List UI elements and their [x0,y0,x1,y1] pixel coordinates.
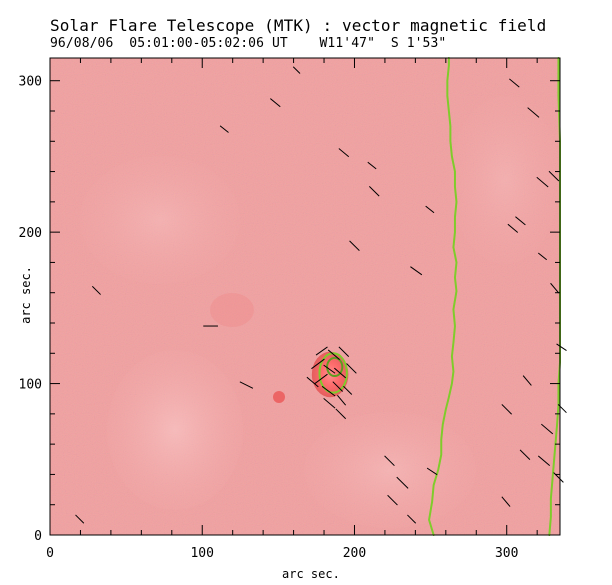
field-vector [367,161,377,170]
bright-region-right [450,96,560,264]
field-vector [338,148,350,158]
x-tick-label: 200 [343,546,366,561]
chart-subtitle: 96/08/06 05:01:00-05:02:06 UT W11'47" S … [50,36,447,51]
bright-region-upper-left [80,156,240,284]
field-vector [219,125,229,133]
field-vector [327,349,340,361]
field-vector [527,107,540,118]
field-vector [509,78,520,88]
bright-region-left [107,350,243,510]
field-vector [501,404,512,415]
field-vector [75,514,85,524]
y-axis-label: arc sec. [18,266,33,324]
y-tick-label: 300 [19,75,42,90]
field-vector [368,186,380,197]
x-tick-label: 300 [495,546,518,561]
x-tick-label: 100 [190,546,213,561]
field-vector [541,423,554,435]
sunspot-outer-contour [318,352,348,394]
sunspot-inner-contour [326,356,344,377]
field-vector [315,346,328,356]
x-axis: 0 100 200 300 [46,58,538,561]
field-vector [548,170,560,182]
field-vector [537,252,548,261]
field-vector [515,216,526,226]
field-vector [343,385,353,395]
field-vector [346,363,357,374]
field-vector [537,455,551,467]
field-vector [321,385,336,397]
plot-frame [49,57,561,536]
field-vector [338,346,350,358]
field-vector [91,285,101,295]
left-neutral-line [428,57,458,536]
field-vector [507,223,519,233]
field-vector [337,394,347,406]
field-vector [332,381,344,392]
field-vector [292,66,301,74]
y-axis: 0 100 200 300 [19,75,560,544]
field-vector [426,467,438,476]
x-tick-label: 0 [46,546,54,561]
field-vector [556,343,567,351]
field-vector [384,455,395,467]
field-vector [349,240,360,252]
field-vector [335,408,347,420]
field-vector [323,364,336,374]
field-vector [311,358,325,370]
field-vector [270,98,281,108]
y-tick-label: 200 [19,226,42,241]
field-vector [536,176,549,188]
field-vector [314,373,328,385]
x-axis-label: arc sec. [282,567,340,581]
faint-dark-feature [210,293,254,327]
field-vector [550,282,560,294]
field-vector [396,476,409,489]
small-dark-pore [273,391,285,403]
y-tick-label: 100 [19,378,42,393]
plot-texture-layer [50,58,560,535]
field-vector [407,514,417,524]
field-vector [333,367,347,379]
field-vector [425,205,435,214]
field-vector [239,381,254,389]
sunspot-layer [311,351,349,398]
field-vector [410,266,423,276]
field-vector [306,376,319,388]
field-vector [501,496,511,507]
field-vector [387,494,398,506]
y-tick-label: 0 [34,529,42,544]
chart-title: Solar Flare Telescope (MTK) : vector mag… [50,16,547,35]
field-vector [522,375,532,386]
field-vector [323,398,336,409]
vector-layer [75,66,567,524]
bright-region-lower-right [304,412,476,528]
field-vector [519,449,531,460]
